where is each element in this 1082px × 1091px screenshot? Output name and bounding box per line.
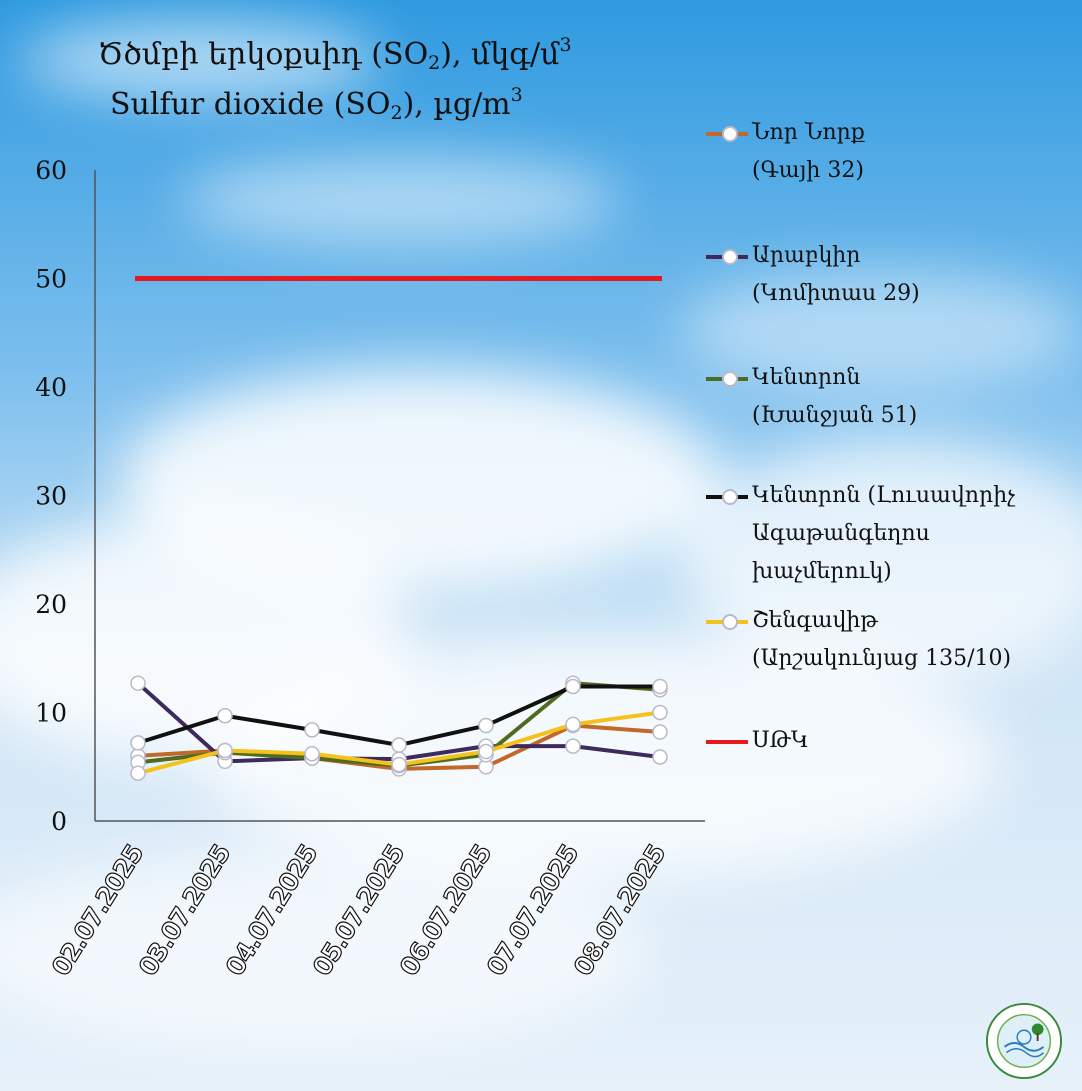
data-point-s5 — [478, 743, 494, 760]
legend-swatch — [700, 243, 752, 269]
legend-item: Շենգավիթ (Արշակունյաց 135/10) — [700, 608, 1082, 678]
x-tick-label: 07.07.2025 — [481, 840, 584, 981]
data-point-s4 — [217, 708, 233, 724]
legend-label: ՍԹԿ — [752, 728, 809, 753]
x-tick-label: 05.07.2025 — [307, 840, 410, 981]
x-tick-label: 03.07.2025 — [133, 840, 236, 981]
chart-title-armenian: Ծծմբի երկօքսիդ (SO2), մկգ/մ3 — [98, 34, 572, 74]
x-tick-label: 04.07.2025 — [220, 840, 323, 981]
data-point-s2 — [565, 738, 581, 754]
data-point-s4 — [565, 678, 581, 695]
y-tick-label: 50 — [35, 265, 67, 294]
data-point-s5 — [130, 765, 146, 782]
legend-label: Արաբկիր (Կոմիտաս 29) — [752, 243, 920, 306]
data-point-s5 — [565, 716, 581, 733]
data-point-s5 — [652, 704, 668, 721]
y-tick-label: 30 — [35, 482, 67, 511]
legend-label: Շենգավիթ (Արշակունյաց 135/10) — [752, 608, 1012, 671]
x-tick-label: 02.07.2025 — [46, 840, 149, 981]
y-tick-label: 20 — [35, 590, 67, 619]
legend-swatch — [700, 120, 752, 146]
legend-swatch — [700, 365, 752, 391]
y-tick-label: 40 — [35, 373, 67, 402]
monitoring-center-logo — [985, 1002, 1063, 1080]
y-tick-label: 0 — [51, 807, 67, 836]
data-point-s5 — [304, 745, 320, 762]
chart-title-english: Sulfur dioxide (SO2), µg/m3 — [110, 84, 523, 124]
data-point-s5 — [217, 742, 233, 759]
legend-item: Կենտրոն (Լուսավորիչ Ագաթանգեղոս խաչմերուկ) — [700, 483, 1082, 591]
x-tick-label: 08.07.2025 — [568, 840, 671, 981]
legend-label: Կենտրոն (Խանջյան 51) — [752, 365, 918, 428]
data-point-s4 — [130, 735, 146, 751]
data-point-s5 — [391, 756, 407, 773]
legend-swatch — [700, 608, 752, 634]
data-point-s4 — [391, 737, 407, 753]
legend-item: Նոր Նորք (Գայի 32) — [700, 120, 1082, 190]
legend-swatch — [700, 483, 752, 509]
y-tick-label: 60 — [35, 156, 67, 185]
legend-label: Կենտրոն (Լուսավորիչ Ագաթանգեղոս խաչմերուկ) — [752, 483, 1016, 584]
data-point-s4 — [652, 678, 668, 695]
series-line-4 — [137, 684, 660, 748]
data-point-s2 — [130, 675, 146, 691]
data-point-s4 — [478, 717, 494, 734]
data-point-s2 — [652, 749, 668, 765]
data-point-s1 — [652, 724, 668, 740]
y-tick-label: 10 — [35, 699, 67, 728]
x-tick-label: 06.07.2025 — [394, 840, 497, 981]
legend-label: Նոր Նորք (Գայի 32) — [752, 120, 865, 183]
legend-item: Արաբկիր (Կոմիտաս 29) — [700, 243, 1082, 313]
legend-item: ՍԹԿ — [700, 728, 1082, 760]
data-point-s4 — [304, 722, 320, 738]
legend-item: Կենտրոն (Խանջյան 51) — [700, 365, 1082, 435]
legend-swatch — [700, 728, 752, 754]
